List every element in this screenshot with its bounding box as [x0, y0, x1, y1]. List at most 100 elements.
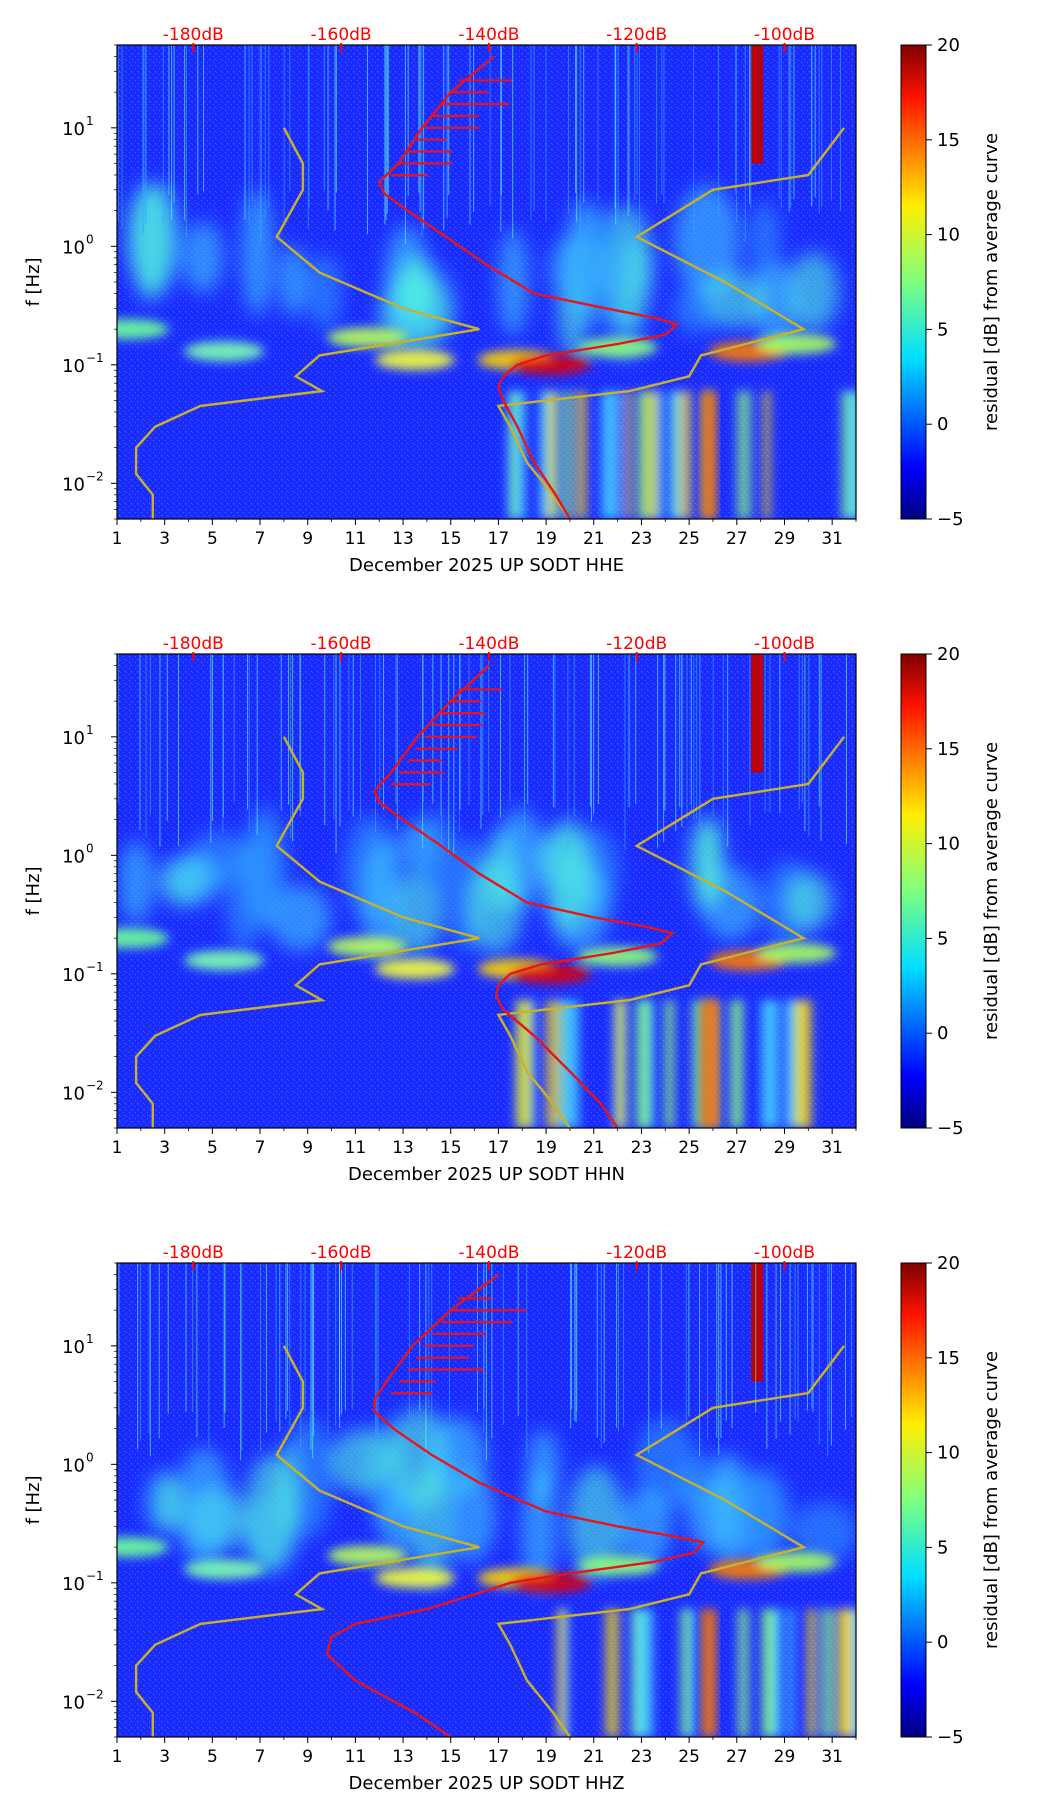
x-tick-label: 7 [255, 1138, 266, 1158]
colorbar-tick-label: 0 [937, 1632, 948, 1653]
y-tick-exponent: −1 [86, 1569, 104, 1583]
x-tick-label: 17 [488, 1138, 510, 1158]
x-tick-label: 3 [159, 529, 170, 549]
x-tick-label: 13 [392, 529, 414, 549]
y-tick-exponent: −1 [86, 351, 104, 365]
x-tick-label: 13 [392, 1747, 414, 1767]
x-tick-label: 23 [631, 1138, 653, 1158]
colorbar-label: residual [dB] from average curve [981, 1351, 1002, 1649]
olive-curve-high [496, 736, 846, 1128]
colorbar-gradient [900, 653, 927, 1129]
x-tick-label: 5 [207, 1747, 218, 1767]
colorbar-tick-label: 15 [937, 739, 960, 760]
colorbar-tick-label: 5 [937, 1537, 948, 1558]
colorbar-tick-label: 20 [937, 644, 960, 665]
x-tick-label: 11 [345, 529, 367, 549]
x-tick-label: 29 [774, 1747, 796, 1767]
y-axis-label: f [Hz] [23, 257, 44, 306]
y-tick-label: 10 [62, 1083, 85, 1104]
x-tick-label: 21 [583, 1747, 605, 1767]
db-scale-label: -180dB [163, 25, 224, 45]
db-scale-label: -140dB [458, 634, 519, 654]
colorbar-tick-label: 10 [937, 225, 960, 246]
x-tick-label: 1 [112, 1747, 123, 1767]
x-tick-label: 23 [631, 529, 653, 549]
y-axis-label: f [Hz] [23, 866, 44, 915]
x-tick-label: 9 [302, 1747, 313, 1767]
olive-curve-high [496, 127, 846, 519]
x-tick-label: 19 [535, 1747, 557, 1767]
red-average-curve [373, 664, 675, 1128]
y-tick-label: 10 [62, 1692, 85, 1713]
x-tick-label: 31 [821, 1138, 843, 1158]
db-scale-label: -140dB [458, 1243, 519, 1263]
y-tick-label: 10 [62, 1574, 85, 1595]
spectrogram-image [117, 654, 856, 1128]
x-tick-label: 21 [583, 529, 605, 549]
db-scale-label: -160dB [311, 25, 372, 45]
x-axis-label: December 2025 UP SODT HHE [349, 555, 624, 576]
x-tick-label: 25 [678, 529, 700, 549]
colorbar: 20 15 10 5 0 −5 residual [dB] from average cur… [900, 644, 1002, 1139]
colorbar: 20 15 10 5 0 −5 residual [dB] from average cur… [900, 1253, 1002, 1748]
y-tick-exponent: −2 [86, 469, 104, 483]
y-tick-exponent: 0 [86, 841, 94, 855]
x-tick-label: 15 [440, 529, 462, 549]
x-tick-label: 7 [255, 1747, 266, 1767]
x-tick-label: 25 [678, 1747, 700, 1767]
x-tick-label: 29 [774, 529, 796, 549]
x-tick-label: 11 [345, 1138, 367, 1158]
y-tick-label: 10 [62, 356, 85, 377]
y-tick-exponent: 0 [86, 232, 94, 246]
colorbar-tick-label: −5 [937, 1727, 964, 1748]
x-tick-label: 23 [631, 1747, 653, 1767]
y-tick-exponent: −1 [86, 960, 104, 974]
spectrogram-image [117, 45, 856, 519]
x-tick-label: 15 [440, 1747, 462, 1767]
y-tick-exponent: 0 [86, 1450, 94, 1464]
y-tick-label: 10 [62, 965, 85, 986]
x-tick-label: 13 [392, 1138, 414, 1158]
y-tick-label: 10 [62, 1337, 85, 1358]
y-axis-label: f [Hz] [23, 1475, 44, 1524]
db-scale-label: -160dB [311, 634, 372, 654]
db-scale-label: -100dB [754, 1243, 815, 1263]
y-tick-label: 10 [62, 119, 85, 140]
y-tick-label: 10 [62, 474, 85, 495]
x-tick-label: 19 [535, 1138, 557, 1158]
colorbar-tick-label: 0 [937, 1023, 948, 1044]
x-tick-label: 5 [207, 1138, 218, 1158]
colorbar-label: residual [dB] from average curve [981, 742, 1002, 1040]
db-scale-label: -100dB [754, 634, 815, 654]
x-tick-label: 31 [821, 529, 843, 549]
colorbar: 20 15 10 5 0 −5 residual [dB] from average cur… [900, 35, 1002, 530]
db-scale-label: -120dB [606, 634, 667, 654]
y-tick-exponent: 1 [86, 1332, 94, 1346]
y-tick-label: 10 [62, 237, 85, 258]
x-tick-label: 1 [112, 1138, 123, 1158]
x-tick-label: 17 [488, 529, 510, 549]
y-tick-exponent: 1 [86, 723, 94, 737]
x-tick-label: 19 [535, 529, 557, 549]
db-scale-label: -180dB [163, 1243, 224, 1263]
x-axis-label: December 2025 UP SODT HHZ [349, 1773, 625, 1794]
x-tick-label: 9 [302, 1138, 313, 1158]
db-scale-label: -120dB [606, 25, 667, 45]
db-scale-label: -100dB [754, 25, 815, 45]
x-tick-label: 17 [488, 1747, 510, 1767]
olive-curve-low [134, 1345, 480, 1737]
x-tick-label: 5 [207, 529, 218, 549]
colorbar-tick-label: 15 [937, 1348, 960, 1369]
colorbar-tick-label: 15 [937, 130, 960, 151]
red-average-curve [325, 1273, 706, 1737]
x-tick-label: 15 [440, 1138, 462, 1158]
x-tick-label: 21 [583, 1138, 605, 1158]
y-tick-label: 10 [62, 1455, 85, 1476]
y-tick-exponent: −2 [86, 1078, 104, 1092]
spectrogram-image [117, 1263, 856, 1737]
x-tick-label: 3 [159, 1138, 170, 1158]
